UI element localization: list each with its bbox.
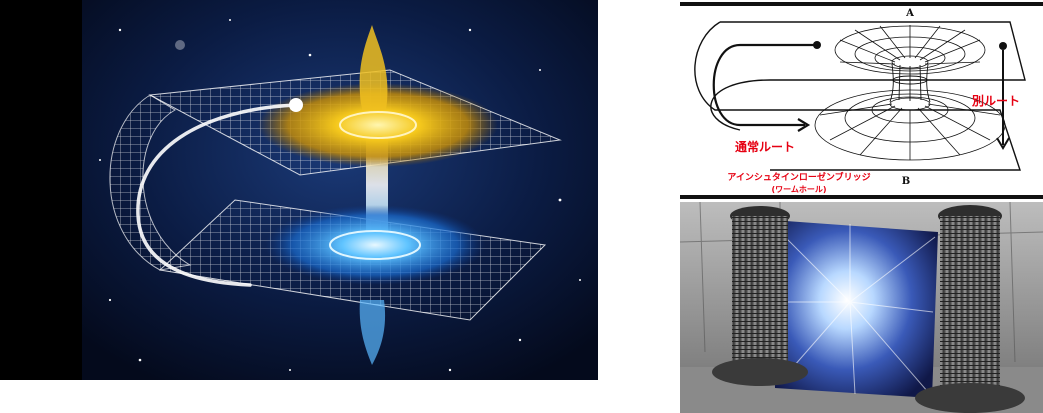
bottom-border — [680, 195, 1043, 199]
throat-grid — [889, 63, 931, 103]
normal-route-label: 通常ルート — [735, 139, 795, 154]
right-tesla-coil — [940, 216, 1000, 391]
einstein-rosen-diagram: A B 通常ルート 別ルート アインシュタインローゼンブリッジ (ワームホール) — [680, 0, 1043, 200]
space-background — [82, 0, 598, 380]
wormhole-artwork — [0, 0, 598, 380]
label-b: B — [902, 176, 910, 187]
blue-jet — [359, 300, 386, 365]
alt-route-label: 別ルート — [971, 94, 1020, 108]
upper-sheet-outline — [710, 21, 1026, 131]
stars — [99, 19, 581, 372]
photo-svg — [680, 202, 1043, 413]
bridge-title: アインシュタインローゼンブリッジ — [727, 171, 870, 183]
wormhole-portal — [772, 220, 938, 398]
top-border — [680, 2, 1043, 6]
light-path-origin — [289, 98, 303, 112]
normal-route-start — [813, 41, 821, 49]
tesla-coil-photo — [680, 202, 1043, 413]
alt-route-start — [999, 42, 1007, 50]
upper-funnel-grid — [834, 25, 986, 75]
label-a: A — [905, 8, 914, 19]
yellow-jet — [359, 25, 388, 110]
lower-wormhole-mouth — [265, 205, 485, 285]
left-tesla-coil — [732, 216, 788, 366]
light-path — [136, 103, 297, 287]
upper-wormhole-mouth — [258, 83, 498, 167]
lower-funnel-grid — [814, 89, 1006, 161]
bridge-subtitle: (ワームホール) — [771, 185, 826, 194]
wormhole-artwork-svg — [82, 0, 598, 380]
diagram-svg: A B 通常ルート 別ルート アインシュタインローゼンブリッジ (ワームホール) — [680, 0, 1043, 200]
normal-route-path — [712, 43, 815, 127]
lower-sheet-outline — [694, 21, 1021, 171]
